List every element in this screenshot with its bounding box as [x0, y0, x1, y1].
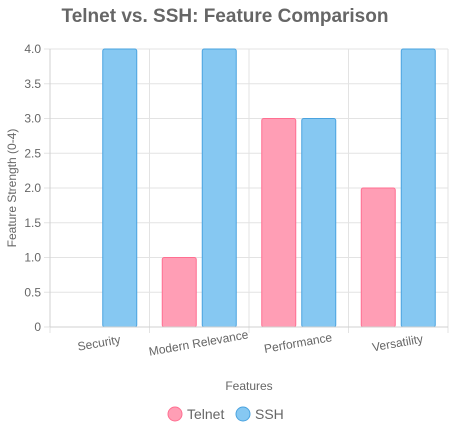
bar-telnet-modern-relevance — [161, 257, 197, 328]
bar-ssh-versatility — [400, 48, 436, 328]
y-tick-label: 3.5 — [24, 77, 41, 91]
y-tick-label: 0 — [34, 320, 41, 334]
y-tick-label: 0.5 — [24, 285, 41, 299]
chart-title: Telnet vs. SSH: Feature Comparison — [61, 6, 389, 27]
legend-layer: Telnet SSH — [167, 406, 284, 422]
bar-ssh-modern-relevance — [201, 48, 237, 328]
x-tick-label: Performance — [263, 330, 333, 356]
x-axis-title: Features — [225, 379, 272, 393]
legend-item-ssh: SSH — [235, 406, 284, 422]
y-tick-label: 3.0 — [24, 112, 41, 126]
legend-swatch — [235, 406, 251, 422]
y-tick-label: 1.5 — [24, 216, 41, 230]
y-tick-label: 2.0 — [24, 181, 41, 195]
bar-telnet-versatility — [360, 187, 396, 328]
x-tick-label: Modern Relevance — [148, 327, 250, 358]
y-axis-title: Feature Strength (0-4) — [5, 129, 19, 248]
legend-label: SSH — [255, 406, 284, 422]
legend-label: Telnet — [187, 406, 224, 422]
bar-ssh-security — [102, 48, 138, 328]
legend-item-telnet: Telnet — [167, 406, 224, 422]
legend-swatch — [167, 406, 183, 422]
bars-layer — [62, 48, 436, 328]
y-tick-label: 4.0 — [24, 42, 41, 56]
y-tick-label: 2.5 — [24, 146, 41, 160]
y-tick-label: 1.0 — [24, 251, 41, 265]
bar-telnet-performance — [261, 118, 297, 328]
x-tick-label: Versatility — [371, 332, 424, 355]
x-tick-label: Security — [76, 332, 121, 353]
bar-ssh-performance — [301, 118, 337, 328]
